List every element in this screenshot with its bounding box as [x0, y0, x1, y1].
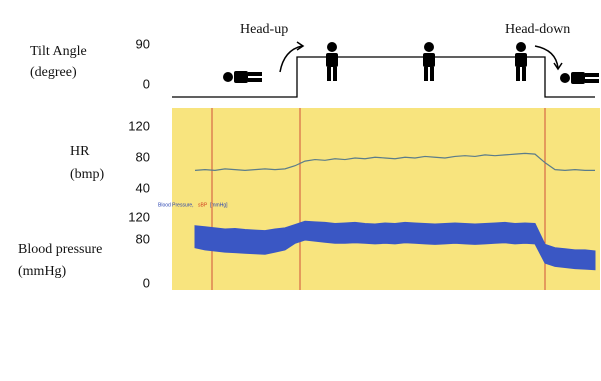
arrow — [280, 46, 302, 72]
y-tick-label: 0 — [143, 76, 150, 91]
person-standing — [515, 42, 527, 81]
person-standing — [423, 42, 435, 81]
tilt-label: Tilt Angle — [30, 44, 87, 59]
y-tick-label: 80 — [136, 231, 150, 246]
annotation: Head-up — [240, 22, 288, 37]
plot-background — [172, 108, 600, 290]
y-tick-label: 80 — [136, 149, 150, 164]
y-tick-label: 90 — [136, 36, 150, 51]
bp-unit: (mmHg) — [18, 264, 67, 279]
y-tick-label: 120 — [128, 209, 150, 224]
hr-unit: (bmp) — [70, 167, 105, 182]
person-lying — [223, 71, 262, 83]
bp-label: Blood pressure — [18, 242, 102, 257]
legend: sBP — [198, 202, 208, 208]
annotation: Head-down — [505, 22, 570, 37]
hr-label: HR — [70, 144, 90, 159]
y-tick-label: 0 — [143, 275, 150, 290]
person-standing — [326, 42, 338, 81]
tilt-unit: (degree) — [30, 65, 77, 80]
person-lying — [560, 72, 599, 84]
legend: [mmHg] — [210, 202, 228, 208]
y-tick-label: 120 — [128, 118, 150, 133]
legend: Blood Pressure, — [158, 202, 194, 208]
figure: Tilt Angle (degree) Head-up Head-down HR… — [0, 0, 601, 381]
y-tick-label: 40 — [136, 180, 150, 195]
